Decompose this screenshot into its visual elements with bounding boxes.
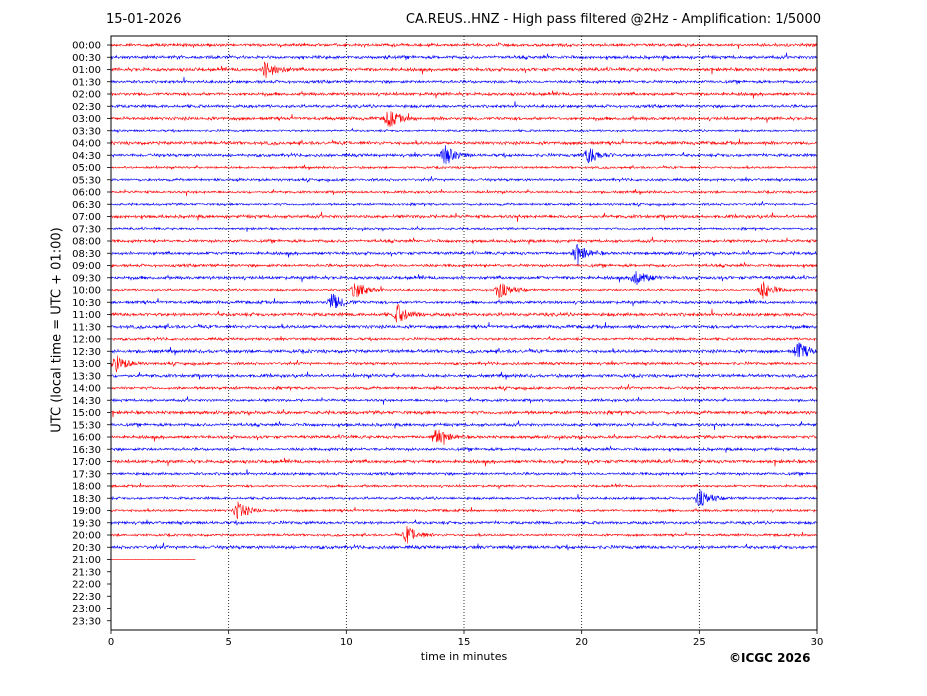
row-label: 18:00	[72, 482, 101, 493]
row-label: 20:30	[72, 543, 101, 554]
seismic-trace-0630	[110, 201, 818, 208]
row-label: 01:30	[72, 77, 101, 88]
row-label: 19:30	[72, 518, 101, 529]
seismic-trace-0430	[110, 145, 818, 165]
row-label: 10:00	[72, 286, 101, 297]
row-label: 17:00	[72, 457, 101, 468]
x-tick-label: 5	[225, 637, 231, 648]
row-label: 08:30	[72, 249, 101, 260]
seismic-trace-0300	[110, 111, 818, 128]
row-label: 13:00	[72, 359, 101, 370]
row-label: 12:00	[72, 335, 101, 346]
seismic-trace-0330	[110, 127, 818, 134]
seismic-trace-0400	[110, 138, 818, 147]
x-tick-label: 0	[108, 637, 114, 648]
seismic-trace-1630	[110, 445, 818, 453]
x-tick-label: 30	[811, 637, 824, 648]
row-label: 16:00	[72, 433, 101, 444]
row-label: 01:00	[72, 65, 101, 76]
row-label: 11:30	[72, 322, 101, 333]
seismic-trace-1000	[110, 281, 818, 299]
row-label: 21:30	[72, 567, 101, 578]
row-label: 14:30	[72, 396, 101, 407]
row-label: 07:30	[72, 224, 101, 235]
x-tick-label: 25	[693, 637, 706, 648]
seismic-trace-1500	[110, 409, 818, 418]
seismic-trace-1430	[110, 396, 818, 405]
seismic-trace-0230	[110, 101, 818, 110]
row-label: 13:30	[72, 371, 101, 382]
seismic-trace-1530	[110, 420, 818, 430]
copyright-label: ©ICGC 2026	[729, 651, 811, 665]
row-label: 17:30	[72, 469, 101, 480]
row-label: 22:30	[72, 592, 101, 603]
x-tick-label: 15	[458, 637, 471, 648]
seismic-trace-1830	[110, 489, 818, 506]
row-label: 19:00	[72, 506, 101, 517]
row-label: 02:30	[72, 102, 101, 113]
row-label: 06:30	[72, 200, 101, 211]
row-label: 20:00	[72, 531, 101, 542]
row-label: 06:00	[72, 188, 101, 199]
seismic-trace-0900	[110, 262, 818, 269]
chart-title: CA.REUS..HNZ - High pass filtered @2Hz -…	[405, 12, 821, 27]
row-label: 09:00	[72, 261, 101, 272]
row-label: 07:00	[72, 212, 101, 223]
row-label: 12:30	[72, 347, 101, 358]
seismic-trace-0530	[110, 176, 818, 183]
row-label: 23:30	[72, 616, 101, 627]
seismic-trace-1130	[110, 322, 818, 331]
row-label: 11:00	[72, 310, 101, 321]
row-label: 21:00	[72, 555, 101, 566]
row-label: 09:30	[72, 273, 101, 284]
row-label: 23:00	[72, 604, 101, 615]
row-label: 00:30	[72, 53, 101, 64]
row-label: 15:30	[72, 420, 101, 431]
row-label: 16:30	[72, 445, 101, 456]
row-label: 08:00	[72, 237, 101, 248]
row-label: 03:30	[72, 126, 101, 137]
row-label: 22:00	[72, 580, 101, 591]
seismic-trace-1030	[110, 293, 818, 309]
row-label: 02:00	[72, 90, 101, 101]
row-label: 05:30	[72, 175, 101, 186]
seismic-trace-1600	[110, 429, 818, 445]
row-label: 03:00	[72, 114, 101, 125]
seismic-trace-1230	[110, 342, 818, 358]
row-label: 18:30	[72, 494, 101, 505]
date-label: 15-01-2026	[106, 12, 182, 27]
x-axis-label: time in minutes	[420, 650, 508, 663]
row-label: 14:00	[72, 384, 101, 395]
x-tick-label: 10	[340, 637, 353, 648]
row-label: 10:30	[72, 298, 101, 309]
seismic-trace-0030	[110, 52, 818, 62]
row-label: 05:00	[72, 163, 101, 174]
row-label: 04:30	[72, 151, 101, 162]
seismic-trace-1100	[110, 303, 818, 323]
x-tick-label: 20	[575, 637, 588, 648]
row-label: 04:00	[72, 139, 101, 150]
seismic-trace-0200	[110, 90, 818, 99]
row-label: 00:00	[72, 41, 101, 52]
seismic-trace-1730	[110, 469, 818, 477]
row-label: 15:00	[72, 408, 101, 419]
